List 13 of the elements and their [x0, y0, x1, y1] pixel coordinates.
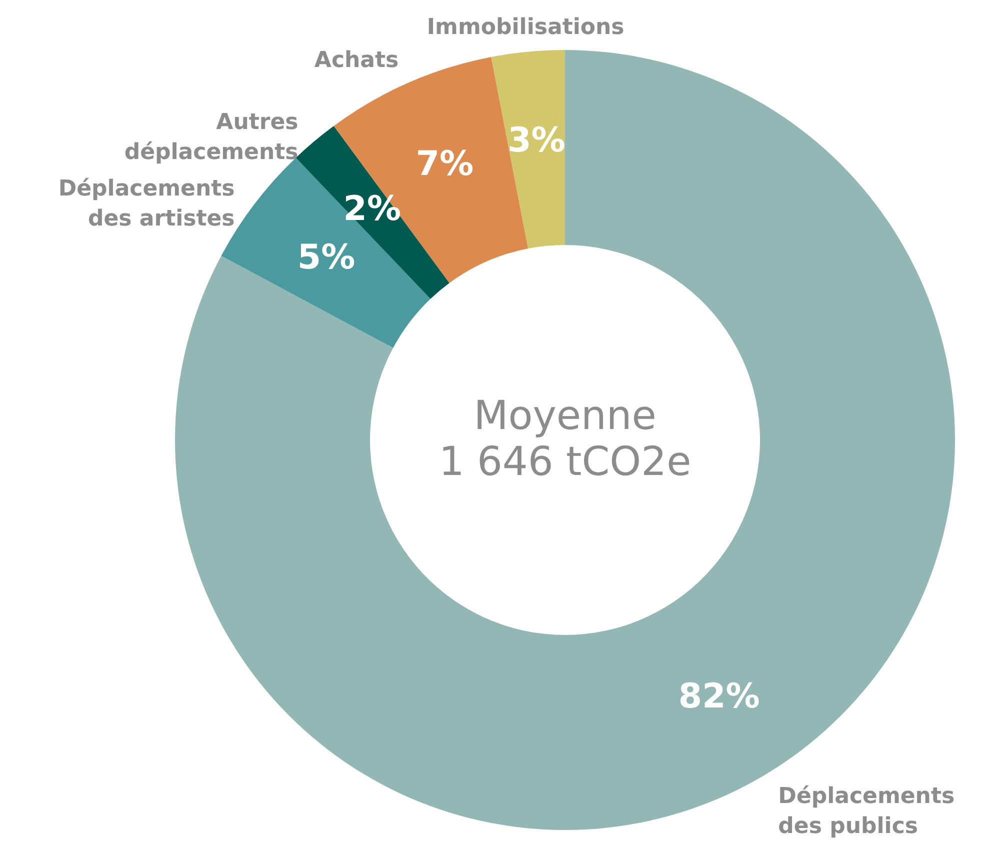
slice-label: Déplacements des artistes [58, 176, 235, 232]
data-label: 7% [416, 144, 474, 184]
slice-label: Déplacements des publics [778, 784, 955, 840]
slice-label: Achats [314, 48, 399, 73]
slice-label: Immobilisations [426, 14, 624, 40]
data-label: 3% [508, 120, 566, 160]
slice-label: Autres déplacements [124, 110, 298, 166]
data-label: 82% [678, 676, 760, 716]
data-label: 5% [297, 237, 356, 278]
text: 1 646 tCO2e [438, 439, 692, 485]
donut-slice [491, 50, 565, 249]
text: Moyenne [474, 393, 656, 439]
data-label: 2% [343, 189, 402, 230]
